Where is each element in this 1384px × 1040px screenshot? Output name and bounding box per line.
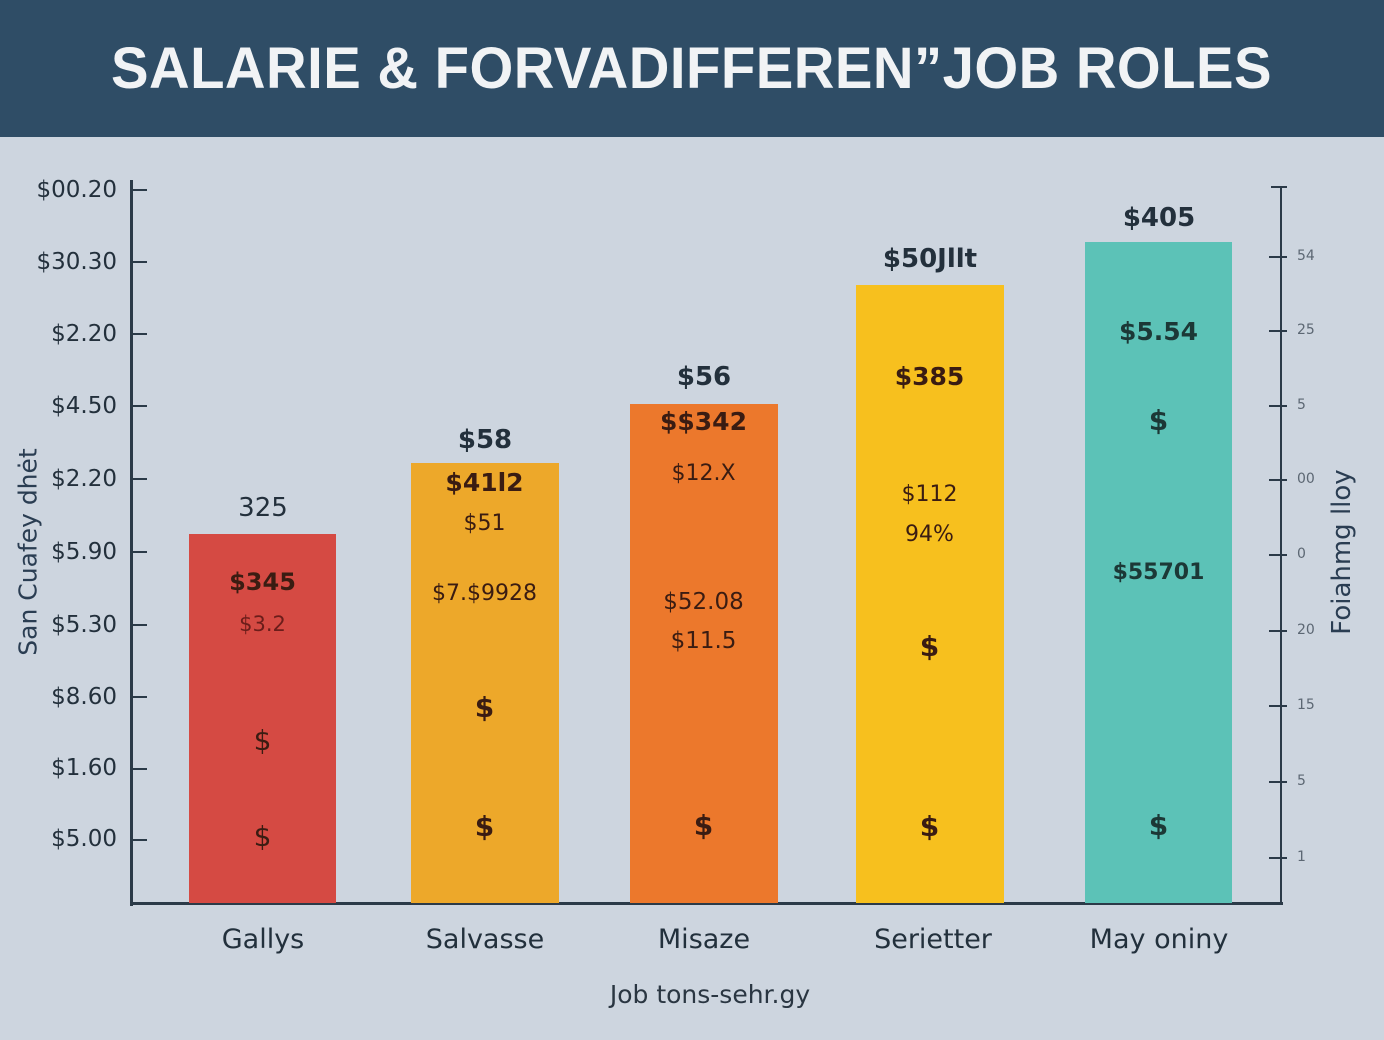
y-axis-right xyxy=(1280,186,1282,904)
bar-inner-label: $55701 xyxy=(1112,560,1205,585)
y-tick-label-right: 0 xyxy=(1297,546,1306,562)
y-tick-label-left: $5.30 xyxy=(51,612,117,638)
y-tick-left xyxy=(133,768,147,770)
y-tick-left xyxy=(133,478,147,480)
y-axis-right-cap xyxy=(1271,186,1287,188)
y-tick-left xyxy=(133,261,147,263)
y-tick-label-left: $2.20 xyxy=(51,321,117,347)
x-category-label: May oniny xyxy=(1089,924,1229,955)
y-tick-left xyxy=(133,624,147,626)
bar-inner-label: $345 xyxy=(229,568,296,596)
bar-inner-label: $$342 xyxy=(660,407,747,436)
y-tick-label-left: $00.20 xyxy=(36,177,117,203)
y-tick-right xyxy=(1269,630,1287,632)
bar-gallys: $345 $3.2 $ $ xyxy=(189,534,336,903)
bar-inner-label: $41l2 xyxy=(445,468,524,497)
y-tick-right xyxy=(1269,705,1287,707)
dollar-icon: $ xyxy=(919,810,940,843)
y-tick-left xyxy=(133,839,147,841)
bar-inner-label: $5.54 xyxy=(1118,317,1199,346)
dollar-icon: $ xyxy=(1148,404,1169,437)
x-category-label: Salvasse xyxy=(425,924,545,955)
y-tick-label-right: 54 xyxy=(1297,248,1315,264)
bar-inner-label: $51 xyxy=(463,511,506,536)
y-tick-label-left: $1.60 xyxy=(51,755,117,781)
y-tick-label-right: 25 xyxy=(1297,322,1315,338)
bar-value-label: $58 xyxy=(457,425,513,455)
bar-value-label: 325 xyxy=(238,493,288,523)
y-axis-left xyxy=(130,180,133,906)
y-tick-label-right: 20 xyxy=(1297,622,1315,638)
x-category-label: Misaze xyxy=(657,924,751,955)
y-tick-label-left: $5.90 xyxy=(51,539,117,565)
dollar-icon: $ xyxy=(919,630,940,663)
y-tick-right xyxy=(1269,256,1287,258)
bar-inner-label: $12.X xyxy=(671,461,736,486)
dollar-icon: $ xyxy=(474,691,495,724)
y-tick-left xyxy=(133,551,147,553)
bar-salvasse: $41l2 $51 $7.$9928 $ $ xyxy=(411,463,559,903)
y-tick-label-right: 5 xyxy=(1297,773,1306,789)
bar-value-label: $405 xyxy=(1122,203,1196,233)
bar-inner-label: 94% xyxy=(905,522,954,547)
bar-inner-label: $52.08 xyxy=(663,589,744,615)
y-axis-title-left: San Cuafey dhėt xyxy=(13,448,43,656)
y-tick-right xyxy=(1269,330,1287,332)
y-tick-label-left: $4.50 xyxy=(51,393,117,419)
dollar-icon: $ xyxy=(253,724,272,757)
y-tick-left xyxy=(133,189,147,191)
y-tick-label-left: $30.30 xyxy=(36,249,117,275)
chart-header: SALARIE & FORVADIFFEREN”JOB ROLES xyxy=(0,0,1384,137)
bar-inner-label: $3.2 xyxy=(239,612,286,636)
y-tick-right xyxy=(1269,781,1287,783)
y-tick-right xyxy=(1269,405,1287,407)
bar-value-label: $56 xyxy=(676,362,732,392)
bar-inner-label: $11.5 xyxy=(670,628,737,654)
bar-serietter: $385 $112 94% $ $ xyxy=(856,285,1004,903)
bar-inner-label: $385 xyxy=(894,362,965,391)
y-tick-label-right: 1 xyxy=(1297,849,1306,865)
x-axis xyxy=(130,902,1283,905)
y-tick-right xyxy=(1269,554,1287,556)
y-tick-label-left: $2.20 xyxy=(51,466,117,492)
y-tick-label-right: 00 xyxy=(1297,471,1315,487)
dollar-icon: $ xyxy=(474,810,495,843)
y-tick-label-right: 15 xyxy=(1297,697,1315,713)
x-category-label: Gallys xyxy=(221,924,305,955)
y-axis-title-right: Foiahmg lloy xyxy=(1327,469,1357,635)
y-tick-label-right: 5 xyxy=(1297,397,1306,413)
y-tick-right xyxy=(1269,479,1287,481)
bar-value-label: $50Jllt xyxy=(882,244,978,274)
x-axis-title: Job tons-sehr.gy xyxy=(609,980,811,1009)
bar-misaze: $$342 $12.X $52.08 $11.5 $ xyxy=(630,404,778,903)
y-tick-label-left: $5.00 xyxy=(51,826,117,852)
y-tick-left xyxy=(133,696,147,698)
bar-inner-label: $112 xyxy=(901,482,958,507)
y-tick-left xyxy=(133,333,147,335)
x-category-label: Serietter xyxy=(874,924,992,955)
dollar-icon: $ xyxy=(253,820,272,853)
y-tick-label-left: $8.60 xyxy=(51,684,117,710)
y-tick-left xyxy=(133,405,147,407)
y-tick-right xyxy=(1269,857,1287,859)
chart-title: SALARIE & FORVADIFFEREN”JOB ROLES xyxy=(111,36,1273,101)
dollar-icon: $ xyxy=(1148,809,1169,842)
bar-may-oniny: $5.54 $ $55701 $ xyxy=(1085,242,1232,903)
dollar-icon: $ xyxy=(693,809,714,842)
bar-inner-label: $7.$9928 xyxy=(432,581,537,606)
